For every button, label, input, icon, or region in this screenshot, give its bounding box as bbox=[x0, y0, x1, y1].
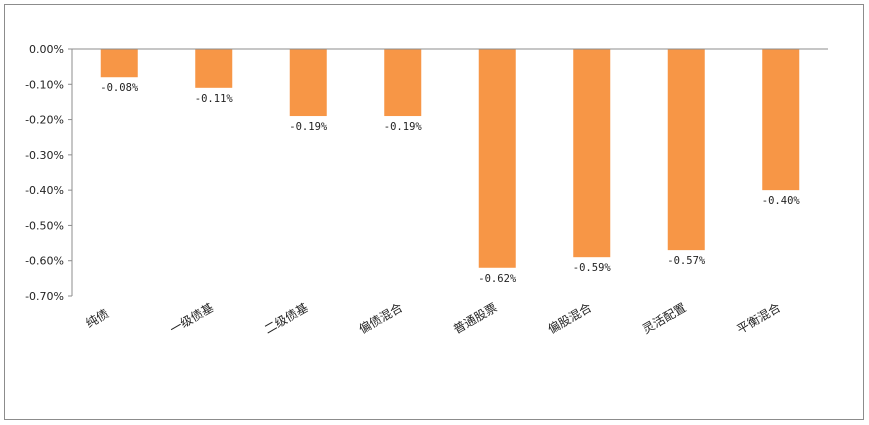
bar bbox=[289, 49, 327, 117]
y-tick-label: -0.30% bbox=[25, 149, 64, 162]
y-tick-label: -0.60% bbox=[25, 255, 64, 268]
x-category-label: 偏债混合 bbox=[356, 300, 405, 337]
bar bbox=[100, 49, 138, 78]
data-label: -0.57% bbox=[667, 255, 706, 267]
y-tick-label: -0.40% bbox=[25, 184, 64, 197]
x-category-label: 灵活配置 bbox=[640, 300, 689, 336]
y-tick-label: -0.50% bbox=[25, 219, 64, 232]
bar bbox=[478, 49, 516, 268]
data-label: -0.19% bbox=[289, 121, 328, 133]
y-axis: 0.00% -0.10% -0.20% -0.30% -0.40% -0.50% -0.60… bbox=[25, 43, 73, 303]
bar bbox=[762, 49, 800, 191]
y-tick-label: -0.10% bbox=[25, 78, 64, 91]
data-label: -0.19% bbox=[384, 121, 423, 133]
bar bbox=[384, 49, 422, 117]
data-label: -0.40% bbox=[762, 195, 801, 207]
bar bbox=[195, 49, 233, 88]
data-label: -0.62% bbox=[478, 273, 517, 285]
x-category-label: 二级债基 bbox=[262, 300, 311, 336]
bar bbox=[667, 49, 705, 251]
x-category-label: 偏股混合 bbox=[545, 300, 594, 337]
y-tick-label: 0.00% bbox=[29, 43, 64, 56]
x-axis: 纯债 一级债基 二级债基 偏债混合 普通股票 偏股混合 灵活配置 平衡混合 bbox=[72, 48, 828, 337]
x-category-label: 纯债 bbox=[83, 306, 111, 330]
data-label: -0.59% bbox=[573, 262, 612, 274]
chart-frame bbox=[4, 4, 864, 420]
bars: -0.08% -0.11% -0.19% -0.19% -0.62% -0.59% -0.5… bbox=[100, 49, 800, 285]
data-label: -0.08% bbox=[100, 82, 139, 94]
x-category-label: 平衡混合 bbox=[734, 300, 783, 337]
y-tick-label: -0.70% bbox=[25, 290, 64, 303]
x-category-label: 普通股票 bbox=[451, 300, 500, 336]
bar bbox=[573, 49, 611, 258]
y-tick-label: -0.20% bbox=[25, 114, 64, 127]
data-label: -0.11% bbox=[195, 93, 234, 105]
x-category-label: 一级债基 bbox=[167, 300, 216, 336]
